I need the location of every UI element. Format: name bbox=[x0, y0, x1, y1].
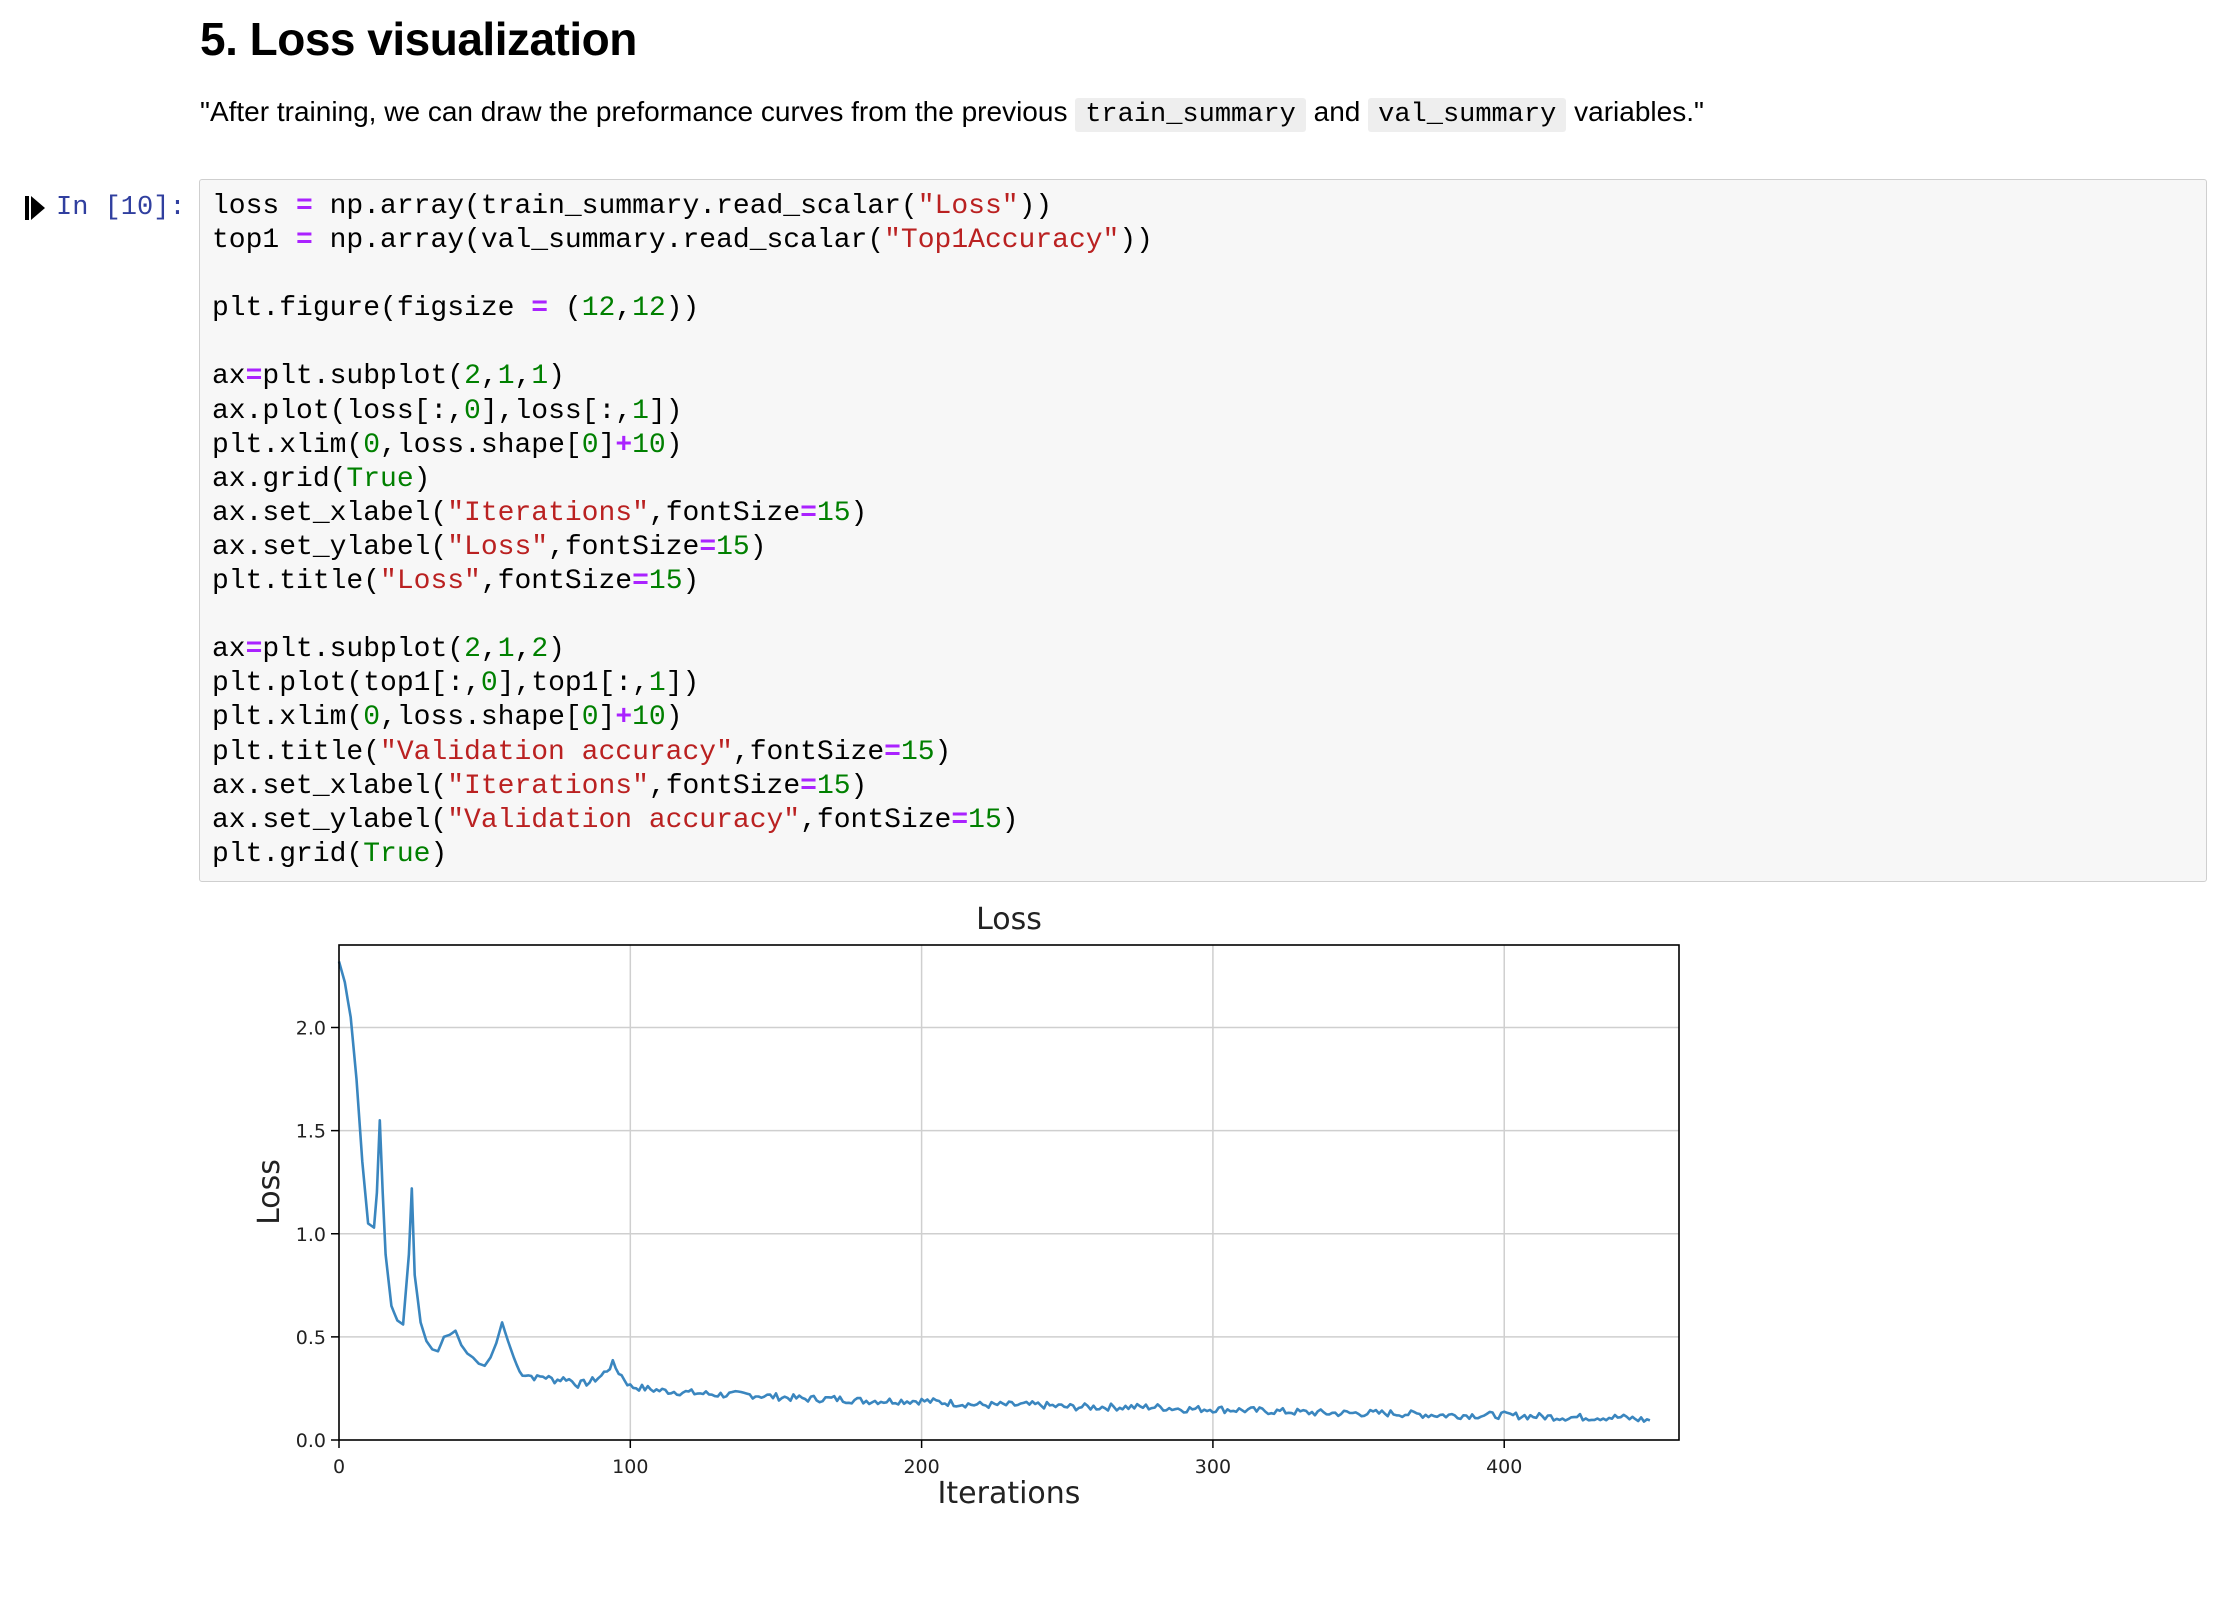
y-tick-label: 0.0 bbox=[296, 1430, 326, 1452]
chart-ticks: 0 100 200 300 400 0.0 0.5 1.0 1.5 2.0 bbox=[296, 1018, 1523, 1479]
inline-code-val-summary: val_summary bbox=[1368, 98, 1567, 132]
code-line: plt.title("Validation accuracy",fontSize… bbox=[212, 736, 952, 768]
description-text-2: and bbox=[1305, 96, 1369, 127]
run-cell-icon[interactable] bbox=[24, 195, 46, 221]
plot-frame bbox=[338, 944, 1680, 1441]
x-tick-label: 400 bbox=[1486, 1456, 1522, 1478]
code-line: ax.grid(True) bbox=[212, 463, 431, 495]
code-line: loss = np.array(train_summary.read_scala… bbox=[212, 191, 1053, 222]
code-line: ax.set_xlabel("Iterations",fontSize=15) bbox=[212, 497, 868, 529]
code-editor[interactable]: loss = np.array(train_summary.read_scala… bbox=[212, 190, 1153, 872]
code-line: ax.set_xlabel("Iterations",fontSize=15) bbox=[212, 770, 868, 802]
section-heading: 5. Loss visualization bbox=[200, 13, 637, 65]
code-cell-input[interactable]: loss = np.array(train_summary.read_scala… bbox=[199, 179, 2207, 882]
code-line: top1 = np.array(val_summary.read_scalar(… bbox=[212, 225, 1153, 257]
loss-series-line bbox=[337, 961, 1651, 1423]
code-line: plt.plot(top1[:,0],top1[:,1]) bbox=[212, 668, 700, 700]
code-line: plt.title("Loss",fontSize=15) bbox=[212, 566, 700, 598]
y-tick-label: 1.0 bbox=[296, 1224, 326, 1246]
x-tick-label: 200 bbox=[903, 1456, 939, 1478]
y-axis-label: Loss bbox=[252, 1159, 287, 1225]
cell-prompt-label: In [10]: bbox=[56, 193, 186, 223]
code-line: plt.xlim(0,loss.shape[0]+10) bbox=[212, 702, 683, 734]
description-text-3: variables." bbox=[1566, 96, 1704, 127]
y-tick-label: 1.5 bbox=[296, 1121, 326, 1143]
section-description: "After training, we can draw the preform… bbox=[200, 92, 1704, 135]
code-line: ax=plt.subplot(2,1,2) bbox=[212, 634, 565, 666]
code-line: ax.set_ylabel("Loss",fontSize=15) bbox=[212, 531, 767, 563]
x-tick-label: 100 bbox=[612, 1456, 648, 1478]
code-line: ax=plt.subplot(2,1,1) bbox=[212, 361, 565, 393]
x-tick-label: 0 bbox=[333, 1456, 345, 1478]
code-line: plt.grid(True) bbox=[212, 838, 448, 870]
cell-prompt: In [10]: bbox=[24, 193, 186, 223]
chart-title: Loss bbox=[976, 902, 1042, 937]
code-line: ax.set_ylabel("Validation accuracy",font… bbox=[212, 804, 1019, 836]
code-line: plt.figure(figsize = (12,12)) bbox=[212, 293, 700, 325]
inline-code-train-summary: train_summary bbox=[1075, 98, 1306, 132]
loss-chart: 0 100 200 300 400 0.0 0.5 1.0 1.5 2.0 Loss Iterat… bbox=[252, 902, 1680, 1511]
x-axis-label: Iterations bbox=[938, 1476, 1081, 1511]
code-line: ax.plot(loss[:,0],loss[:,1]) bbox=[212, 395, 683, 427]
code-line: plt.xlim(0,loss.shape[0]+10) bbox=[212, 429, 683, 461]
x-tick-label: 300 bbox=[1195, 1456, 1231, 1478]
description-text-1: "After training, we can draw the preform… bbox=[200, 96, 1076, 127]
y-tick-label: 0.5 bbox=[296, 1327, 326, 1349]
y-tick-label: 2.0 bbox=[296, 1018, 326, 1040]
chart-gridlines bbox=[339, 945, 1679, 1440]
